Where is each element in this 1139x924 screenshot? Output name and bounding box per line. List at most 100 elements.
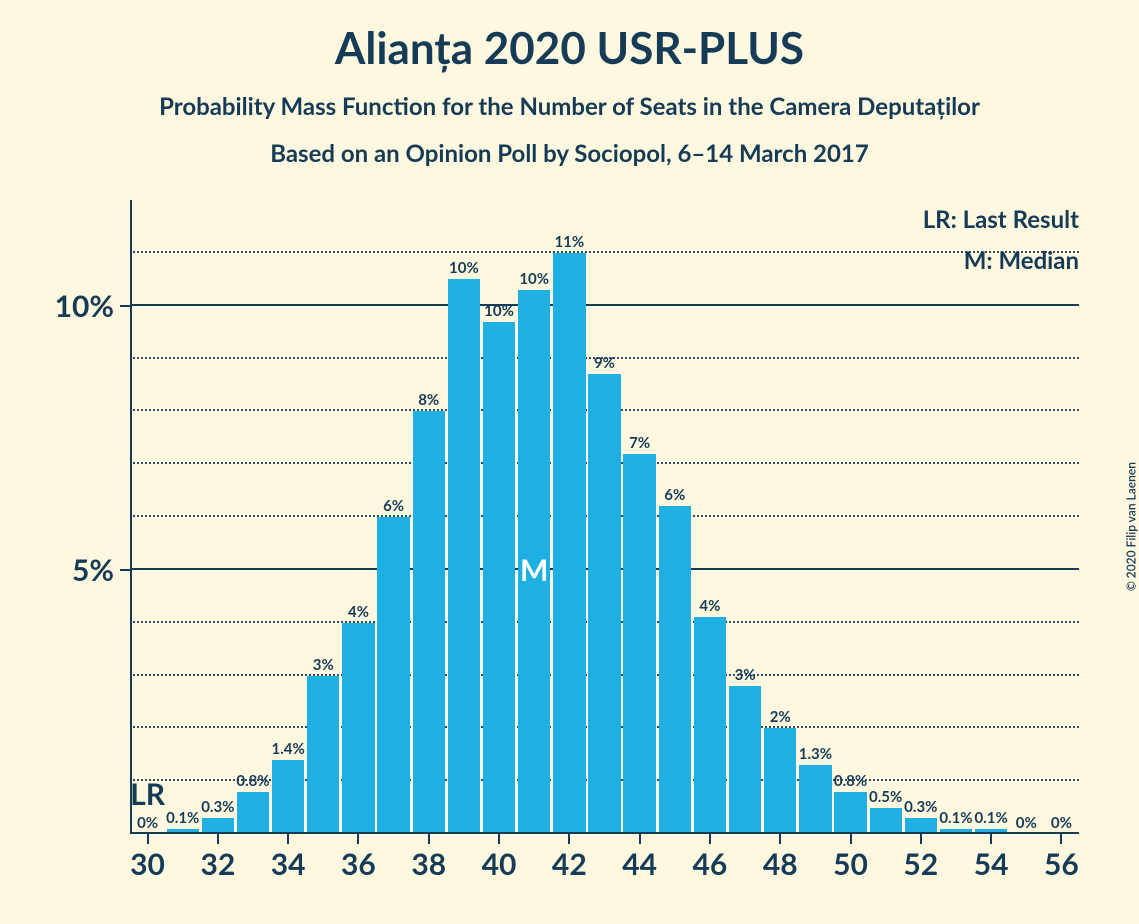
bar-slot: 1.3% bbox=[798, 200, 833, 834]
bar-value-label: 6% bbox=[383, 497, 404, 515]
bar-slot: 0.5% bbox=[868, 200, 903, 834]
bar-slot: 10% bbox=[446, 200, 481, 834]
bar-value-label: 8% bbox=[418, 391, 439, 409]
bar: 8% bbox=[413, 411, 445, 834]
x-tick-label: 50 bbox=[833, 846, 868, 882]
bar: 3% bbox=[307, 676, 339, 835]
y-tick-mark bbox=[120, 305, 130, 307]
bar: 1.4% bbox=[272, 760, 304, 834]
chart-title: Alianța 2020 USR-PLUS bbox=[0, 0, 1139, 74]
bar-slot: 3% bbox=[728, 200, 763, 834]
bar-slot: 0%30LR bbox=[130, 200, 165, 834]
bar: 2% bbox=[764, 728, 796, 834]
bar-value-label: 0% bbox=[1051, 814, 1072, 832]
bar-slot: 10%40 bbox=[481, 200, 516, 834]
bar: 11% bbox=[553, 253, 585, 834]
x-tick-label: 56 bbox=[1044, 846, 1079, 882]
bar-value-label: 1.3% bbox=[799, 745, 832, 763]
bar-slot: 0.3%32 bbox=[200, 200, 235, 834]
bar-value-label: 0.3% bbox=[201, 798, 234, 816]
x-tick-mark bbox=[287, 834, 289, 844]
chart-subtitle-2: Based on an Opinion Poll by Sociopol, 6–… bbox=[0, 139, 1139, 168]
bar: 9% bbox=[588, 374, 620, 834]
bar-slot: 0% bbox=[1009, 200, 1044, 834]
bar-value-label: 10% bbox=[449, 259, 479, 277]
x-tick-label: 32 bbox=[200, 846, 235, 882]
bar-value-label: 4% bbox=[699, 597, 720, 615]
bar: 1.3% bbox=[799, 765, 831, 834]
y-axis-line bbox=[130, 200, 132, 834]
bar-slot: 0.1%54 bbox=[974, 200, 1009, 834]
bar: 7% bbox=[623, 454, 655, 834]
bar-value-label: 3% bbox=[735, 666, 756, 684]
legend: LR: Last Result M: Median bbox=[923, 200, 1079, 282]
bar-slot: 0%56 bbox=[1044, 200, 1079, 834]
bar-slot: 11%42 bbox=[552, 200, 587, 834]
bar-value-label: 6% bbox=[664, 486, 685, 504]
bar-slot: 1.4%34 bbox=[271, 200, 306, 834]
bar-slot: 0.1% bbox=[165, 200, 200, 834]
bar-slot: 6% bbox=[657, 200, 692, 834]
bar: 6% bbox=[377, 517, 409, 834]
bar: 0.8% bbox=[834, 792, 866, 834]
bar-slot: 9% bbox=[587, 200, 622, 834]
bar: 6% bbox=[659, 506, 691, 834]
bar-slot: 4%36 bbox=[341, 200, 376, 834]
bar: 10% bbox=[448, 279, 480, 834]
chart-subtitle-1: Probability Mass Function for the Number… bbox=[0, 92, 1139, 121]
x-tick-label: 48 bbox=[763, 846, 798, 882]
x-tick-label: 44 bbox=[622, 846, 657, 882]
bar-value-label: 10% bbox=[519, 270, 549, 288]
x-tick-label: 52 bbox=[903, 846, 938, 882]
bar-value-label: 0.1% bbox=[166, 809, 199, 827]
median-marker: M bbox=[520, 552, 548, 588]
bar-value-label: 0.5% bbox=[869, 788, 902, 806]
x-tick-label: 38 bbox=[411, 846, 446, 882]
chart-area: 0%30LR0.1%0.3%320.8%1.4%343%4%366%8%3810… bbox=[50, 200, 1089, 894]
bar: 4% bbox=[342, 623, 374, 834]
bar-value-label: 0.8% bbox=[236, 772, 269, 790]
bar-slot: 2%48 bbox=[763, 200, 798, 834]
x-tick-mark bbox=[1060, 834, 1062, 844]
x-tick-mark bbox=[568, 834, 570, 844]
bar-value-label: 11% bbox=[554, 233, 584, 251]
x-tick-mark bbox=[779, 834, 781, 844]
bar-slot: 0.8% bbox=[235, 200, 270, 834]
bar-value-label: 0.3% bbox=[904, 798, 937, 816]
bar: 0.8% bbox=[237, 792, 269, 834]
x-tick-label: 54 bbox=[974, 846, 1009, 882]
bar-slot: 0.1% bbox=[938, 200, 973, 834]
bar: 10% bbox=[483, 322, 515, 834]
x-tick-mark bbox=[428, 834, 430, 844]
bar-slot: 8%38 bbox=[411, 200, 446, 834]
bar-slot: 6% bbox=[376, 200, 411, 834]
y-tick-mark bbox=[120, 569, 130, 571]
bar-slot: 3% bbox=[306, 200, 341, 834]
bar-value-label: 2% bbox=[770, 708, 791, 726]
x-tick-mark bbox=[850, 834, 852, 844]
bar-value-label: 10% bbox=[484, 302, 514, 320]
x-tick-label: 40 bbox=[482, 846, 517, 882]
x-tick-mark bbox=[357, 834, 359, 844]
bar-slot: 0.8%50 bbox=[833, 200, 868, 834]
bar: 3% bbox=[729, 686, 761, 834]
x-tick-mark bbox=[920, 834, 922, 844]
x-tick-label: 30 bbox=[130, 846, 165, 882]
bar-value-label: 7% bbox=[629, 434, 650, 452]
bar-value-label: 9% bbox=[594, 354, 615, 372]
bar-value-label: 0.1% bbox=[939, 809, 972, 827]
x-tick-mark bbox=[217, 834, 219, 844]
bar-slot: 10% M bbox=[517, 200, 552, 834]
x-tick-label: 36 bbox=[341, 846, 376, 882]
legend-m: M: Median bbox=[923, 241, 1079, 282]
x-tick-mark bbox=[709, 834, 711, 844]
bars-area: 0%30LR0.1%0.3%320.8%1.4%343%4%366%8%3810… bbox=[130, 200, 1079, 834]
x-tick-mark bbox=[498, 834, 500, 844]
bar-value-label: 3% bbox=[313, 656, 334, 674]
x-tick-mark bbox=[990, 834, 992, 844]
bar-slot: 7%44 bbox=[622, 200, 657, 834]
x-tick-label: 42 bbox=[552, 846, 587, 882]
bar-value-label: 4% bbox=[348, 603, 369, 621]
legend-lr: LR: Last Result bbox=[923, 200, 1079, 241]
bar-value-label: 0.8% bbox=[834, 772, 867, 790]
